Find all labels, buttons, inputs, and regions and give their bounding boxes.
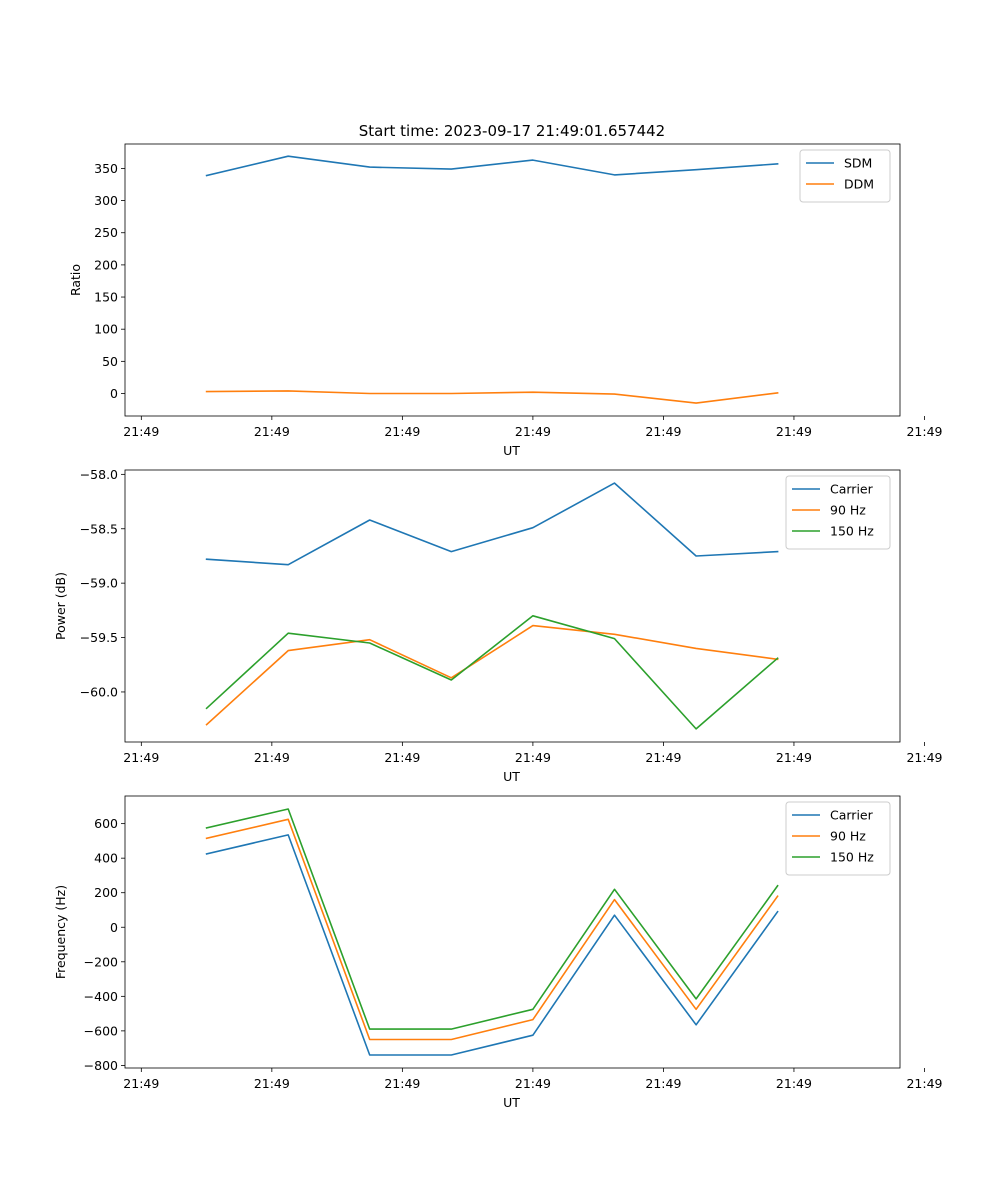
y-tick-label: 300 — [94, 193, 118, 208]
x-tick-label: 21:49 — [906, 1076, 942, 1091]
y-axis-label: Power (dB) — [53, 572, 68, 640]
series-line-ddm — [205, 390, 779, 404]
x-tick-label: 21:49 — [123, 424, 159, 439]
y-tick-label: 200 — [94, 885, 118, 900]
legend-label: 90 Hz — [830, 503, 866, 518]
y-tick-label: −59.5 — [80, 630, 118, 645]
x-tick-label: 21:49 — [515, 424, 551, 439]
chart-1: 21:49 21:49 21:49 21:49 21:49 21:49 21:49 0 50 10… — [68, 143, 943, 458]
x-tick-label: 21:49 — [645, 424, 681, 439]
y-tick-label: 150 — [94, 290, 118, 305]
y-tick-label: −600 — [84, 1023, 118, 1038]
series-line-90-hz — [205, 818, 779, 1041]
x-tick-label: 21:49 — [645, 1076, 681, 1091]
x-tick-label: 21:49 — [515, 1076, 551, 1091]
legend-label: 150 Hz — [830, 524, 874, 539]
series-line-sdm — [205, 155, 779, 177]
x-tick-label: 21:49 — [254, 750, 290, 765]
x-tick-label: 21:49 — [384, 424, 420, 439]
series-line-150-hz — [205, 614, 779, 730]
y-tick-label: 100 — [94, 322, 118, 337]
axes-frame — [124, 143, 901, 417]
chart-2: 21:49 21:49 21:49 21:49 21:49 21:49 21:49 −60.0… — [53, 467, 943, 784]
series-line-carrier — [205, 834, 779, 1056]
x-tick-label: 21:49 — [384, 1076, 420, 1091]
series-line-90-hz — [205, 624, 779, 726]
x-tick-label: 21:49 — [906, 750, 942, 765]
y-tick-label: 0 — [110, 920, 118, 935]
x-tick-label: 21:49 — [123, 750, 159, 765]
x-tick-label: 21:49 — [515, 750, 551, 765]
x-tick-label: 21:49 — [254, 424, 290, 439]
x-tick-label: 21:49 — [254, 1076, 290, 1091]
legend-label: Carrier — [830, 482, 874, 497]
y-tick-label: −58.0 — [80, 467, 118, 482]
y-tick-label: −58.5 — [80, 521, 118, 536]
figure-title: Start time: 2023-09-17 21:49:01.657442 — [359, 122, 665, 140]
y-tick-label: −59.0 — [80, 576, 118, 591]
legend-label: SDM — [844, 156, 872, 171]
axes-frame — [124, 795, 901, 1069]
y-tick-label: −400 — [84, 989, 118, 1004]
legend-label: 150 Hz — [830, 850, 874, 865]
x-axis-label: UT — [503, 443, 520, 458]
x-tick-label: 21:49 — [384, 750, 420, 765]
x-tick-label: 21:49 — [906, 424, 942, 439]
y-tick-label: 400 — [94, 851, 118, 866]
x-axis-label: UT — [503, 769, 520, 784]
x-tick-label: 21:49 — [645, 750, 681, 765]
series-line-carrier — [205, 482, 779, 566]
y-tick-label: 350 — [94, 161, 118, 176]
x-tick-label: 21:49 — [776, 1076, 812, 1091]
y-tick-label: 50 — [102, 354, 118, 369]
x-tick-label: 21:49 — [123, 1076, 159, 1091]
y-tick-label: 600 — [94, 816, 118, 831]
legend-label: DDM — [844, 177, 874, 192]
chart-3: 21:49 21:49 21:49 21:49 21:49 21:49 21:49 −800 −… — [53, 795, 943, 1110]
axes-frame — [124, 469, 901, 743]
legend-label: Carrier — [830, 808, 874, 823]
series-line-150-hz — [205, 808, 779, 1030]
y-tick-label: 200 — [94, 257, 118, 272]
y-tick-label: −200 — [84, 954, 118, 969]
y-tick-label: −800 — [84, 1058, 118, 1073]
x-tick-label: 21:49 — [776, 750, 812, 765]
x-axis-label: UT — [503, 1095, 520, 1110]
x-tick-label: 21:49 — [776, 424, 812, 439]
y-tick-label: −60.0 — [80, 684, 118, 699]
y-axis-label: Ratio — [68, 264, 83, 296]
legend-label: 90 Hz — [830, 829, 866, 844]
y-axis-label: Frequency (Hz) — [53, 885, 68, 979]
y-tick-label: 0 — [110, 386, 118, 401]
y-tick-label: 250 — [94, 225, 118, 240]
